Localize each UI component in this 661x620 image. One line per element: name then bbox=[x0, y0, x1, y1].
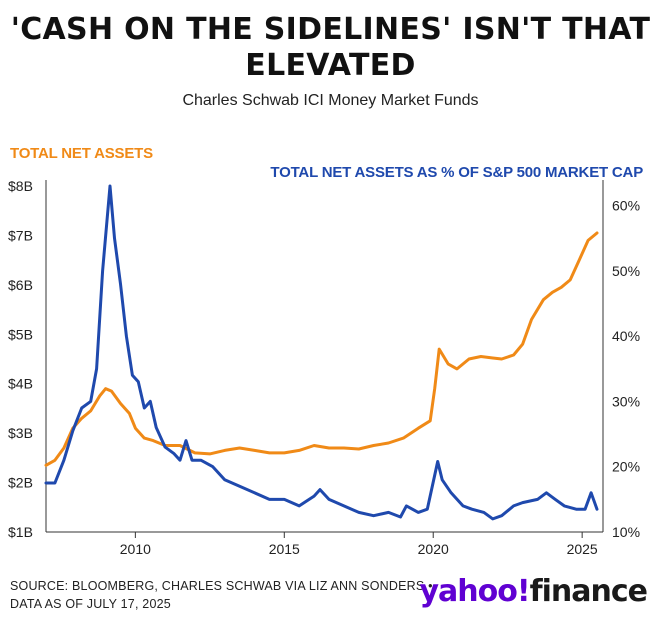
total-net-assets-line bbox=[44, 231, 599, 467]
right-tick-label: 30% bbox=[612, 393, 640, 409]
x-tick-label: 2025 bbox=[567, 541, 598, 557]
source-note: SOURCE: BLOOMBERG, CHARLES SCHWAB VIA LI… bbox=[10, 577, 450, 613]
left-tick-label: $2B bbox=[8, 475, 33, 491]
x-tick-label: 2010 bbox=[120, 541, 151, 557]
logo-yahoo: yahoo! bbox=[419, 574, 531, 609]
right-tick-label: 40% bbox=[612, 328, 640, 344]
left-tick-label: $5B bbox=[8, 326, 33, 342]
left-tick-label: $1B bbox=[8, 524, 33, 540]
right-tick-label: 60% bbox=[612, 198, 640, 214]
left-tick-label: $8B bbox=[8, 178, 33, 194]
x-tick-label: 2015 bbox=[269, 541, 300, 557]
page-title: 'CASH ON THE SIDELINES' ISN'T THAT ELEVA… bbox=[0, 12, 661, 84]
title-line-1: 'CASH ON THE SIDELINES' ISN'T THAT bbox=[10, 12, 651, 47]
subtitle: Charles Schwab ICI Money Market Funds bbox=[182, 92, 479, 109]
right-tick-label: 50% bbox=[612, 263, 640, 279]
left-tick-label: $4B bbox=[8, 376, 33, 392]
right-tick-label: 20% bbox=[612, 459, 640, 475]
left-tick-label: $3B bbox=[8, 425, 33, 441]
yahoo-finance-logo: yahoo!finance bbox=[419, 574, 649, 609]
right-tick-label: 10% bbox=[612, 524, 640, 540]
left-tick-label: $6B bbox=[8, 277, 33, 293]
logo-finance: finance bbox=[529, 574, 648, 609]
right-axis-title: TOTAL NET ASSETS AS % OF S&P 500 MARKET … bbox=[270, 164, 643, 181]
source-line-2: DATA AS OF JULY 17, 2025 bbox=[10, 597, 171, 611]
left-axis-title: TOTAL NET ASSETS bbox=[10, 145, 153, 162]
x-tick-label: 2020 bbox=[418, 541, 449, 557]
title-line-2: ELEVATED bbox=[245, 48, 416, 83]
left-tick-label: $7B bbox=[8, 227, 33, 243]
pct-of-sp500-line bbox=[44, 184, 599, 521]
source-line-1: SOURCE: BLOOMBERG, CHARLES SCHWAB VIA LI… bbox=[10, 579, 433, 593]
